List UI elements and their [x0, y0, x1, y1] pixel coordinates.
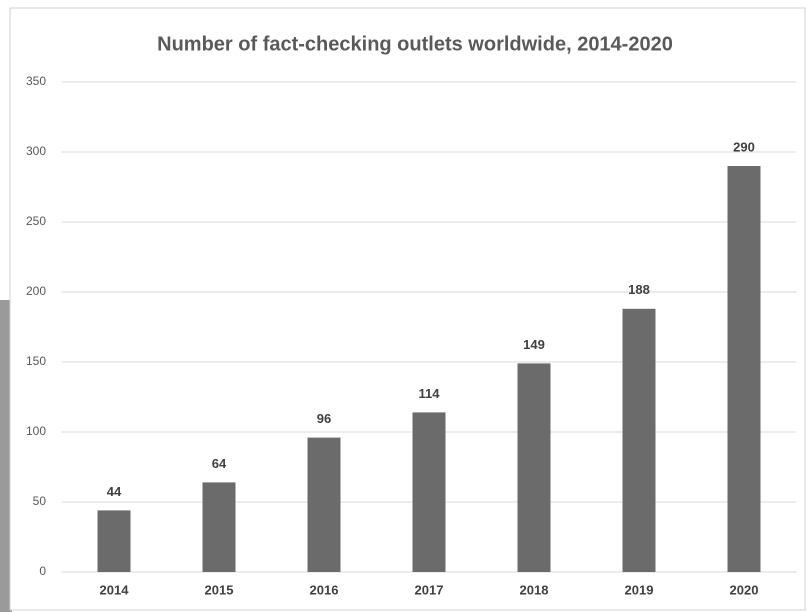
x-tick-label: 2015	[205, 582, 234, 597]
chart-frame	[9, 7, 806, 611]
x-tick-label: 2016	[310, 582, 339, 597]
bar	[622, 308, 656, 572]
data-label: 188	[628, 282, 650, 297]
y-tick-label: 150	[26, 354, 46, 368]
data-label: 290	[733, 139, 755, 154]
data-label: 44	[107, 484, 122, 499]
x-tick-label: 2018	[520, 582, 549, 597]
data-label: 114	[419, 386, 441, 401]
data-label: 149	[523, 337, 545, 352]
bar	[307, 437, 341, 572]
photo-edge	[0, 300, 12, 612]
chart-title: Number of fact-checking outlets worldwid…	[157, 33, 673, 55]
y-tick-label: 350	[26, 74, 46, 88]
y-tick-label: 50	[33, 494, 47, 508]
x-tick-label: 2019	[625, 582, 654, 597]
x-tick-label: 2020	[730, 582, 759, 597]
y-tick-label: 100	[26, 424, 46, 438]
data-label: 64	[212, 456, 227, 471]
bar	[517, 363, 551, 572]
x-tick-label: 2017	[415, 582, 444, 597]
bar	[202, 482, 236, 572]
y-tick-label: 300	[26, 144, 46, 158]
bar	[727, 166, 761, 572]
data-label: 96	[317, 411, 331, 426]
bar	[97, 510, 131, 572]
y-tick-label: 200	[26, 284, 46, 298]
y-tick-label: 0	[39, 564, 46, 578]
x-tick-label: 2014	[100, 582, 130, 597]
y-tick-label: 250	[26, 214, 46, 228]
bar	[412, 412, 446, 572]
